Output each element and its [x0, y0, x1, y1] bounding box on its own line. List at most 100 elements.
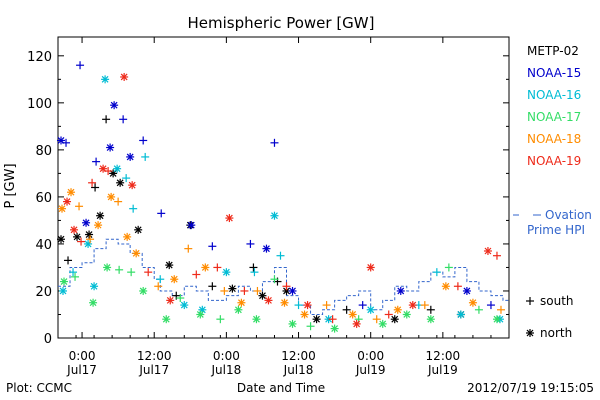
- north-point-marker: [270, 211, 279, 220]
- north-point-marker: [237, 298, 246, 307]
- south-point-marker: [154, 282, 163, 291]
- north-point-marker: [330, 324, 339, 333]
- north-point-marker: [94, 221, 103, 230]
- south-point-marker: [249, 263, 258, 272]
- south-point-marker: [88, 178, 97, 187]
- south-point-marker: [172, 291, 181, 300]
- north-point-marker: [201, 263, 210, 272]
- ovation-step-line: [58, 238, 509, 315]
- north-point-marker: [166, 296, 175, 305]
- north-point-marker: [70, 225, 79, 234]
- y-tick-label: 40: [35, 238, 52, 253]
- north-point-marker: [402, 310, 411, 319]
- legend-series-label: NOAA-16: [527, 88, 581, 102]
- south-point-marker: [216, 315, 225, 324]
- north-point-marker: [492, 315, 501, 324]
- north-marker-symbol: [526, 329, 534, 337]
- north-point-marker: [162, 315, 171, 324]
- south-point-marker: [444, 263, 453, 272]
- south-point-marker: [114, 197, 123, 206]
- north-point-marker: [126, 152, 135, 161]
- south-point-marker: [119, 115, 128, 124]
- data-points: [57, 61, 505, 333]
- south-point-marker: [144, 268, 153, 277]
- north-point-marker: [225, 214, 234, 223]
- south-point-marker: [246, 239, 255, 248]
- north-point-marker: [107, 192, 116, 201]
- south-legend-label: south: [540, 294, 574, 308]
- legend-series-label: NOAA-15: [527, 66, 581, 80]
- ovation-legend-label-line2: Prime HPI: [527, 223, 585, 237]
- x-tick-date-label: Jul19: [427, 363, 458, 377]
- north-point-marker: [468, 298, 477, 307]
- north-point-marker: [57, 136, 66, 145]
- south-point-marker: [492, 251, 501, 260]
- south-point-marker: [141, 152, 150, 161]
- north-point-marker: [67, 188, 76, 197]
- north-point-marker: [85, 230, 94, 239]
- north-point-marker: [303, 301, 312, 310]
- legend-series-label: NOAA-19: [527, 154, 581, 168]
- plot-area-frame: [57, 36, 510, 339]
- north-point-marker: [187, 221, 196, 230]
- north-point-marker: [196, 310, 205, 319]
- north-point-marker: [96, 211, 105, 220]
- north-point-marker: [352, 319, 361, 328]
- north-point-marker: [264, 296, 273, 305]
- south-point-marker: [91, 183, 100, 192]
- x-axis: 0:00Jul1712:00Jul170:00Jul1812:00Jul180:…: [57, 37, 510, 377]
- north-point-marker: [393, 305, 402, 314]
- south-point-marker: [62, 138, 71, 147]
- north-point-marker: [280, 298, 289, 307]
- north-point-marker: [426, 315, 435, 324]
- north-point-marker: [99, 164, 108, 173]
- north-point-marker: [288, 286, 297, 295]
- south-point-marker: [270, 275, 279, 284]
- south-point-marker: [77, 237, 86, 246]
- north-point-marker: [262, 244, 271, 253]
- south-point-marker: [115, 265, 124, 274]
- south-point-marker: [496, 305, 505, 314]
- north-point-marker: [408, 301, 417, 310]
- south-point-marker: [250, 268, 259, 277]
- north-point-marker: [120, 72, 129, 81]
- south-point-marker: [306, 322, 315, 331]
- x-tick-label: 12:00: [137, 349, 172, 363]
- north-point-marker: [170, 275, 179, 284]
- north-point-marker: [132, 249, 141, 258]
- south-point-marker: [208, 242, 217, 251]
- south-point-marker: [69, 268, 78, 277]
- north-point-marker: [288, 319, 297, 328]
- north-point-marker: [106, 143, 115, 152]
- north-point-marker: [113, 164, 122, 173]
- north-point-marker: [139, 286, 148, 295]
- north-point-marker: [128, 181, 137, 190]
- north-point-marker: [222, 268, 231, 277]
- south-point-marker: [86, 235, 95, 244]
- south-point-marker: [342, 305, 351, 314]
- north-point-marker: [180, 301, 189, 310]
- x-tick-date-label: Jul18: [283, 363, 314, 377]
- south-point-marker: [127, 268, 136, 277]
- south-point-marker: [270, 138, 279, 147]
- south-point-marker: [322, 301, 331, 310]
- x-tick-label: 0:00: [357, 349, 384, 363]
- north-point-marker: [63, 197, 72, 206]
- north-point-marker: [252, 315, 261, 324]
- north-point-marker: [60, 277, 69, 286]
- legend: METP-02 NOAA-15 NOAA-16 NOAA-17 NOAA-18 NOAA-…: [513, 44, 592, 340]
- south-point-marker: [432, 268, 441, 277]
- south-point-marker: [176, 294, 185, 303]
- x-tick-label: 12:00: [426, 349, 461, 363]
- north-point-marker: [89, 298, 98, 307]
- south-point-marker: [453, 282, 462, 291]
- north-point-marker: [258, 291, 267, 300]
- north-legend-label: north: [540, 326, 572, 340]
- y-axis-label: P [GW]: [3, 163, 18, 208]
- south-point-marker: [192, 270, 201, 279]
- north-point-marker: [366, 305, 375, 314]
- chart-title: Hemispheric Power [GW]: [188, 14, 375, 32]
- north-point-marker: [390, 315, 399, 324]
- north-point-marker: [123, 232, 132, 241]
